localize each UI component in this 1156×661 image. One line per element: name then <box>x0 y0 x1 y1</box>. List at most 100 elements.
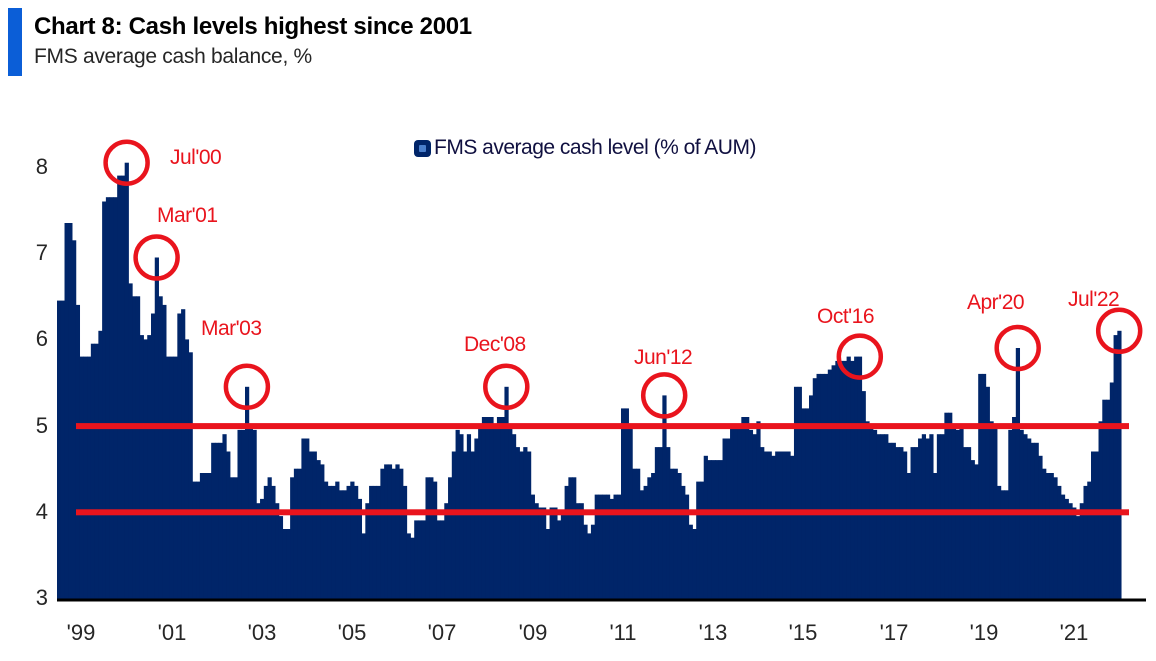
bar <box>181 309 186 600</box>
bar <box>120 175 126 600</box>
annotation-circle <box>103 139 150 186</box>
bar <box>970 460 975 600</box>
bar <box>699 481 705 600</box>
bar <box>229 477 235 600</box>
reference-line-4 <box>76 509 1129 516</box>
bar <box>658 447 663 600</box>
bar <box>173 356 178 600</box>
bar <box>1109 382 1115 600</box>
bar <box>696 481 701 600</box>
bar <box>587 533 592 600</box>
bar <box>387 464 393 600</box>
bar <box>527 451 532 600</box>
bar <box>884 434 889 600</box>
bar <box>1030 442 1036 600</box>
y-axis-tick-label: 3 <box>35 585 48 610</box>
bar <box>1000 490 1005 601</box>
legend-label: FMS average cash level (% of AUM) <box>434 136 756 159</box>
bar <box>842 360 848 600</box>
bar <box>444 503 449 600</box>
bar <box>752 434 757 600</box>
bar <box>568 477 573 600</box>
bar <box>549 507 554 600</box>
legend: FMS average cash level (% of AUM) <box>414 136 756 160</box>
bar <box>226 451 231 600</box>
bar <box>199 473 205 600</box>
bar <box>767 451 772 600</box>
bar <box>222 434 227 600</box>
bar <box>598 494 603 600</box>
bar <box>564 485 569 600</box>
bar <box>741 417 746 600</box>
bar <box>109 197 114 600</box>
bar <box>1004 490 1009 601</box>
bar <box>903 451 908 600</box>
bar <box>94 343 99 600</box>
legend-series-marker-inner <box>419 144 426 152</box>
bar <box>87 356 92 600</box>
bar <box>1045 473 1051 600</box>
bar <box>139 335 144 600</box>
x-axis-line <box>57 598 1146 602</box>
bar <box>158 296 163 600</box>
bar <box>357 498 363 600</box>
bar <box>83 356 88 600</box>
bar <box>459 434 464 600</box>
bar <box>207 473 212 600</box>
bar <box>820 373 825 600</box>
bar <box>1049 473 1054 600</box>
bar <box>876 434 881 600</box>
bar <box>594 494 599 600</box>
bar <box>380 468 385 600</box>
bar <box>816 373 821 600</box>
x-axis-tick-label: '01 <box>157 620 187 645</box>
bar <box>421 520 426 600</box>
annotation-label: Jul'00 <box>170 146 222 169</box>
bar <box>812 378 817 600</box>
bar <box>688 524 693 600</box>
y-axis-tick-label: 8 <box>35 154 48 179</box>
bar <box>707 460 712 600</box>
bar <box>481 417 487 600</box>
y-axis-tick-label: 4 <box>35 499 48 524</box>
bar <box>602 494 607 600</box>
bar <box>290 477 295 600</box>
bar <box>669 468 675 600</box>
bar <box>639 490 645 601</box>
bar <box>846 356 851 600</box>
annotation-label: Mar'01 <box>157 204 218 227</box>
bar <box>301 438 306 600</box>
bar <box>745 417 750 600</box>
bar <box>997 485 1002 600</box>
bar <box>1117 330 1122 600</box>
bar <box>831 365 836 600</box>
bar <box>395 464 400 600</box>
annotation-label: Apr'20 <box>967 291 1025 314</box>
bar <box>906 473 911 600</box>
bar <box>805 408 810 600</box>
bar <box>985 386 990 600</box>
bar <box>651 473 656 600</box>
bar <box>948 412 953 600</box>
x-axis-tick-label: '99 <box>66 620 96 645</box>
bar <box>910 447 915 600</box>
bar <box>511 434 517 600</box>
bar <box>406 533 411 600</box>
bar <box>410 537 415 600</box>
bar <box>425 477 430 600</box>
title-accent-bar <box>8 8 22 76</box>
x-axis-tick-label: '03 <box>247 620 277 645</box>
bar <box>365 503 370 600</box>
bar <box>339 490 344 601</box>
bar <box>763 451 769 600</box>
bar <box>624 408 629 600</box>
bar <box>384 464 389 600</box>
bar <box>918 438 923 600</box>
bar <box>263 485 269 600</box>
bar <box>542 507 547 600</box>
x-axis-tick-label: '05 <box>337 620 367 645</box>
bar <box>515 447 520 600</box>
bar <box>715 460 720 600</box>
bar <box>184 339 190 600</box>
